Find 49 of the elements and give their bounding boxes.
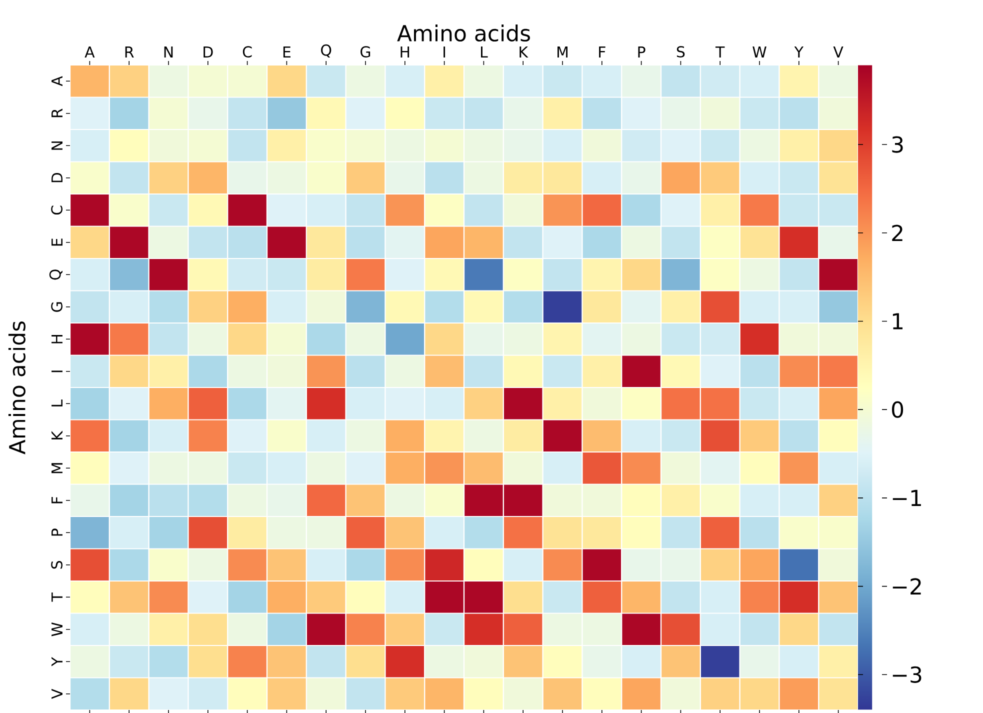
y-tick-label: T xyxy=(52,592,62,602)
x-tick-label: D xyxy=(204,46,213,58)
y-tick-label: G xyxy=(51,302,62,312)
x-tick-label: K xyxy=(520,46,528,58)
y-tick-label: H xyxy=(52,334,62,344)
y-tick-label: I xyxy=(52,370,62,372)
y-tick-label: R xyxy=(52,108,62,118)
y-tick-label: K xyxy=(52,430,62,440)
color-bar-label: 0 xyxy=(892,401,904,418)
x-tick-label: G xyxy=(360,46,370,58)
x-tick-label: M xyxy=(558,46,568,58)
x-tick-label: L xyxy=(481,46,488,58)
y-axis-title: Amino acids xyxy=(8,322,26,454)
y-tick-label: N xyxy=(52,142,62,150)
color-bar-label: 1 xyxy=(892,313,903,330)
x-tick-label: A xyxy=(84,46,95,58)
y-tick-label: Q xyxy=(49,270,62,280)
x-tick-label: T xyxy=(715,46,725,58)
y-tick-label: C xyxy=(51,206,62,215)
x-tick-label: S xyxy=(676,46,685,58)
x-tick-label: R xyxy=(125,46,134,58)
x-tick-label: N xyxy=(164,46,173,58)
x-tick-label: E xyxy=(283,46,290,58)
y-tick-label: V xyxy=(52,688,62,699)
color-bar-label: 2 xyxy=(892,224,902,242)
x-tick-label: I xyxy=(444,46,446,58)
x-tick-label: F xyxy=(599,46,606,58)
y-tick-label: D xyxy=(52,172,62,182)
x-tick-label: W xyxy=(752,46,766,58)
y-tick-label: W xyxy=(52,622,62,636)
y-tick-label: S xyxy=(51,560,62,569)
color-bar-label: 3 xyxy=(892,136,903,153)
y-tick-label: L xyxy=(52,400,62,406)
y-tick-label: M xyxy=(52,463,62,474)
x-axis-title: Amino acids xyxy=(397,24,530,42)
y-tick-label: F xyxy=(52,496,62,504)
x-tick-label: Y xyxy=(794,46,804,58)
color-bar-label: −3 xyxy=(892,666,922,683)
color-bar-label: −1 xyxy=(892,490,921,506)
y-tick-label: P xyxy=(52,528,62,536)
y-tick-label: A xyxy=(52,76,62,86)
y-tick-label: E xyxy=(52,238,62,246)
y-tick-label: Y xyxy=(52,657,62,666)
x-tick-label: V xyxy=(833,46,844,58)
x-tick-label: C xyxy=(242,46,252,58)
color-bar-label: −2 xyxy=(892,578,921,594)
x-tick-label: H xyxy=(400,46,410,58)
x-tick-label: P xyxy=(638,46,646,58)
x-tick-label: Q xyxy=(321,44,332,58)
